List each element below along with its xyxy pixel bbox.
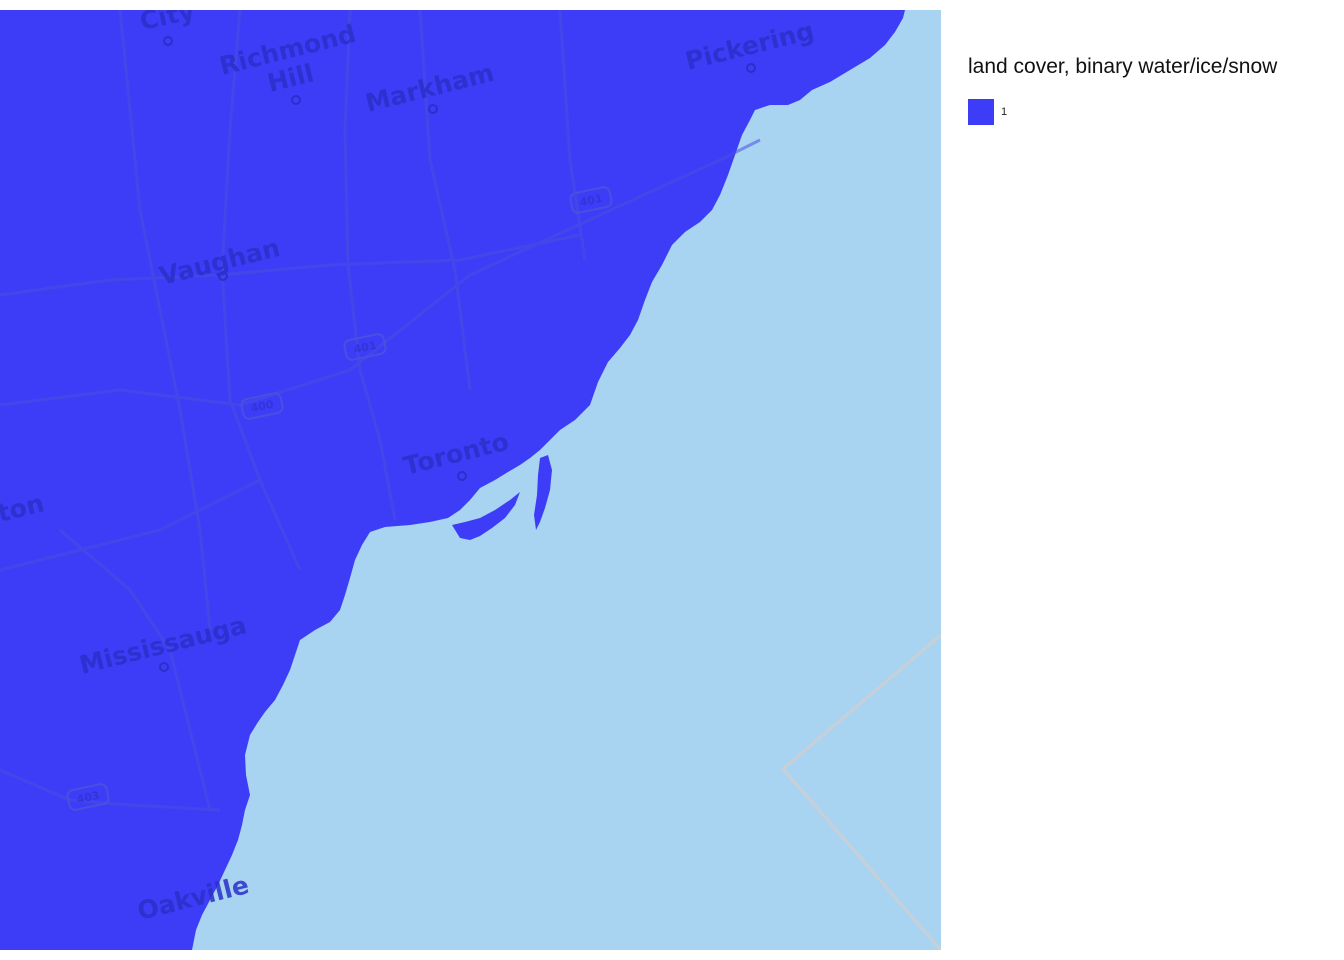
- city-marker-pickering: [746, 63, 756, 73]
- svg-text:403: 403: [76, 789, 101, 806]
- toronto-islands: [452, 492, 520, 540]
- svg-text:401: 401: [353, 339, 378, 356]
- highway-shield-401-central: 401: [343, 333, 387, 361]
- city-marker-vaughan: [218, 271, 228, 281]
- legend-item-label: 1: [1001, 106, 1008, 118]
- highway-shield-401-east: 401: [569, 186, 613, 214]
- city-marker-toronto: [457, 471, 467, 481]
- map-canvas[interactable]: 401 401 400 403 City Richmond Hill Mark: [0, 10, 941, 950]
- legend-item: 1: [968, 99, 1338, 125]
- map-svg[interactable]: 401 401 400 403 City Richmond Hill Mark: [0, 10, 941, 950]
- city-marker-city: [163, 36, 173, 46]
- legend-title: land cover, binary water/ice/snow: [968, 55, 1278, 78]
- road-network: [0, 10, 761, 812]
- city-marker-markham: [428, 104, 438, 114]
- svg-text:400: 400: [250, 398, 276, 416]
- svg-text:401: 401: [579, 192, 604, 209]
- land-cover-area: [0, 10, 905, 950]
- map-legend: land cover, binary water/ice/snow 1: [968, 55, 1338, 125]
- highway-shield-400: 400: [240, 392, 284, 420]
- regional-boundary-line: [780, 633, 941, 950]
- highway-shield-403: 403: [66, 783, 110, 811]
- city-marker-richmond-hill: [291, 95, 301, 105]
- city-marker-mississauga: [159, 662, 169, 672]
- legend-swatch: [968, 99, 994, 125]
- city-markers: [159, 36, 756, 672]
- leslie-spit: [534, 455, 552, 530]
